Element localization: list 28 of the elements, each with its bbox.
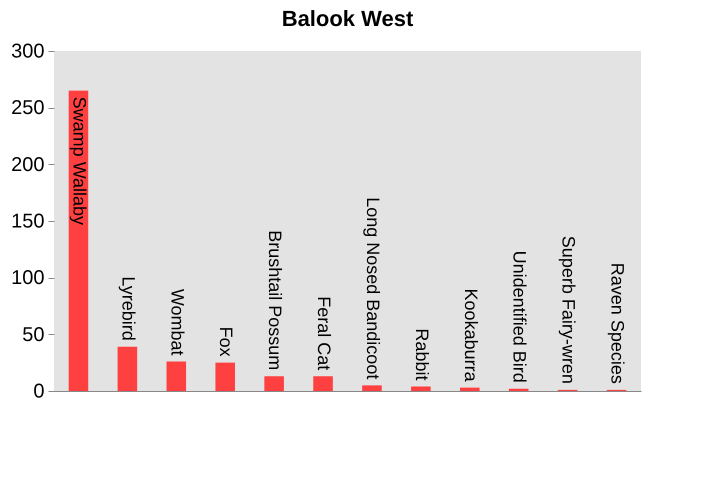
bar (215, 362, 235, 391)
x-tick-label: Swamp Wallaby (69, 96, 90, 226)
x-tick-label: Wombat (167, 288, 188, 356)
x-tick-label: Fox (216, 326, 236, 357)
x-tick-label: Lyrebird (118, 276, 138, 341)
bar (411, 386, 431, 391)
x-tick-label: Unidentified Bird (510, 250, 530, 383)
y-tick-label: 200 (11, 154, 44, 176)
chart-title: Balook West (282, 6, 414, 31)
x-tick-label: Superb Fairy-wren (558, 236, 579, 384)
x-tick-label: Rabbit (412, 328, 432, 380)
y-tick-label: 50 (22, 324, 44, 346)
x-tick-label: Long Nosed Bandicoot (362, 197, 383, 380)
bar (118, 346, 138, 391)
x-tick-label: Brushtail Possum (265, 230, 286, 370)
y-tick-label: 300 (11, 40, 44, 62)
bar (362, 385, 382, 391)
bar (313, 376, 333, 391)
y-tick-label: 0 (33, 380, 44, 402)
x-tick-label: Kookaburra (460, 288, 481, 383)
bar (264, 376, 284, 391)
y-tick-label: 150 (11, 210, 44, 232)
y-tick-label: 100 (11, 267, 44, 290)
y-tick-label: 250 (11, 97, 44, 120)
bar (460, 388, 480, 391)
bar (166, 362, 186, 391)
x-tick-label: Raven Species (608, 262, 628, 384)
x-tick-label: Feral Cat (314, 296, 334, 370)
